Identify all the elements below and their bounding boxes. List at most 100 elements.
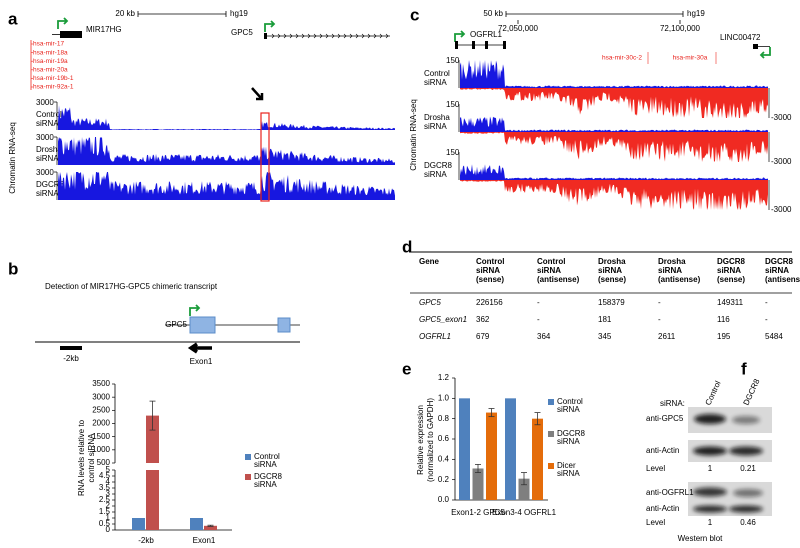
x-tick-label: Exon1-2 GPC5	[451, 508, 505, 517]
bar	[204, 525, 217, 530]
legend-label-line: DGCR8	[254, 472, 283, 481]
highlight-box	[260, 112, 270, 202]
antibody-label: anti-Actin	[646, 504, 679, 513]
table-cell: -	[765, 298, 768, 307]
strand-mark	[343, 33, 347, 39]
panel-title: Detection of MIR17HG-GPC5 chimeric trans…	[45, 282, 218, 291]
table-cell: OGFRL1	[419, 332, 451, 341]
strand-mark	[313, 33, 317, 39]
coverage	[460, 164, 768, 180]
table-cell: 195	[717, 332, 731, 341]
table-cell: 149311	[717, 298, 744, 307]
table-cell: -	[658, 298, 661, 307]
legend-label-line: siRNA	[254, 480, 277, 489]
track-name-line: DGCR8	[36, 180, 65, 189]
blot-band	[693, 446, 727, 456]
mirna-name: hsa-mir-20a	[33, 67, 68, 74]
bar	[472, 468, 484, 500]
table-cell: 226156	[476, 298, 503, 307]
table-header: Control siRNA (sense)	[476, 257, 504, 284]
tss-arrow	[759, 47, 771, 59]
tss-arrow	[189, 304, 201, 316]
level-value: 1	[708, 464, 713, 473]
coverage	[460, 88, 768, 118]
exon	[472, 41, 475, 49]
y-tick-label: 4.5	[99, 471, 111, 480]
strand-mark	[385, 33, 389, 39]
legend-label: Control siRNA	[557, 397, 583, 414]
table-header-line: Drosha	[658, 257, 686, 266]
y-tick-label: 1.0	[438, 393, 450, 402]
legend-swatch	[245, 454, 251, 460]
mirna-name: hsa-mir-30c-2	[602, 55, 642, 62]
antibody-label: anti-OGFRL1	[646, 488, 694, 497]
exon	[264, 33, 267, 39]
table-header-line: (antisense)	[658, 275, 701, 284]
track-max: 150	[446, 100, 460, 109]
track-max: 3000	[36, 133, 54, 142]
y-axis-label-line: (normalized to GAPDH)	[426, 398, 435, 482]
strand-mark	[319, 33, 323, 39]
primer-label: Exon1	[190, 357, 213, 366]
bar	[132, 518, 145, 530]
mirna-name: hsa-mir-30a	[673, 55, 708, 62]
gene-name: GPC5	[231, 28, 253, 37]
panel-label: c	[410, 5, 419, 24]
mirna-name: hsa-mir-18a	[33, 49, 68, 56]
pointer-arrow	[251, 87, 264, 101]
legend-label-line: siRNA	[254, 460, 277, 469]
y-tick-label: 2500	[92, 405, 110, 414]
antibody-label: anti-GPC5	[646, 414, 684, 423]
track-min: -3000	[771, 157, 792, 166]
track-name-line: siRNA	[36, 189, 59, 198]
x-tick-label: -2kb	[138, 536, 154, 545]
y-tick-label: 0.0	[438, 495, 450, 504]
bar	[532, 418, 543, 500]
table-cell: 158379	[598, 298, 625, 307]
table-header-line: Control	[476, 257, 504, 266]
bar	[146, 470, 159, 530]
legend-label: Control siRNA	[254, 452, 280, 469]
y-tick-label: 0.8	[438, 414, 450, 423]
panel-label: e	[402, 359, 411, 378]
legend-label: DGCR8 siRNA	[557, 429, 586, 446]
table-cell: 116	[717, 315, 730, 324]
exon	[485, 41, 488, 49]
mirna-name: hsa-mir-92a-1	[33, 84, 74, 91]
coverage	[460, 132, 768, 162]
y-tick-label: 2	[106, 501, 111, 510]
mirna-name: hsa-mir-19a	[33, 58, 68, 65]
genome-label: hg19	[687, 9, 705, 18]
y-tick-label: 4	[106, 477, 111, 486]
table-header: Drosha siRNA (sense)	[598, 257, 626, 284]
y-tick-label: 1	[106, 513, 111, 522]
column-label: DGCR8	[742, 377, 762, 407]
genome-label: hg19	[230, 9, 248, 18]
legend-swatch	[245, 474, 251, 480]
tss-arrow	[57, 17, 69, 29]
y-axis-label-line: control siRNA	[87, 433, 96, 483]
table-cell: -	[765, 315, 768, 324]
bar	[190, 518, 203, 530]
error-bar	[149, 400, 156, 431]
coordinate: 72,050,000	[498, 24, 539, 33]
panel-label: a	[8, 9, 18, 28]
track-max: 150	[446, 56, 460, 65]
y-tick-label: 0	[106, 525, 111, 534]
gene-name: OGFRL1	[470, 30, 503, 39]
legend-swatch	[548, 399, 554, 405]
level-value: 0.21	[740, 464, 756, 473]
y-tick-label: 3000	[92, 392, 110, 401]
level-label: Level	[646, 518, 665, 527]
blot-band	[729, 446, 763, 456]
coverage	[460, 116, 768, 132]
column-label: Control	[704, 379, 723, 406]
track-max: 150	[446, 148, 460, 157]
table-header-line: Gene	[419, 257, 440, 266]
legend-label-line: DGCR8	[557, 429, 586, 438]
y-tick-label: 3500	[92, 379, 110, 388]
gene-name: MIR17HG	[86, 25, 122, 34]
track-name-line: DGCR8	[424, 161, 453, 170]
table-header-line: (sense)	[476, 275, 504, 284]
